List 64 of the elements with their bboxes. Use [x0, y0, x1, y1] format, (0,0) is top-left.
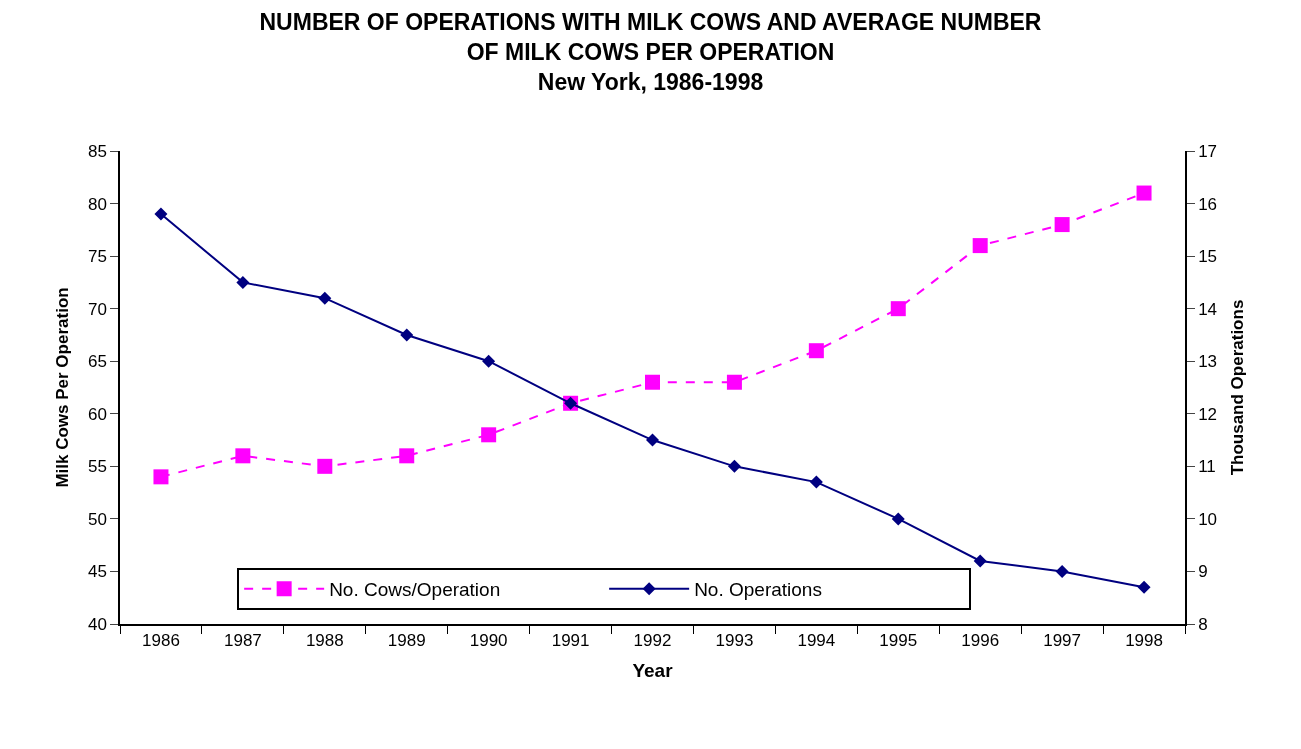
x-tick-label: 1987: [223, 631, 262, 651]
point: [1054, 217, 1070, 233]
point: [482, 354, 496, 368]
x-axis-title: Year: [632, 660, 674, 682]
point: [1137, 580, 1151, 594]
point: [399, 448, 415, 464]
chart-title: NUMBER OF OPERATIONS WITH MILK COWS AND AVERAGE NUMBER OF MILK COWS PER OPERATION: [259, 8, 1042, 65]
y-tick-label: 70: [87, 299, 107, 319]
chart-subtitle: New York, 1986-1998: [537, 68, 764, 95]
y2-tick-label: 10: [1198, 509, 1218, 529]
point: [153, 469, 169, 485]
point: [808, 343, 824, 359]
y-tick-label: 80: [87, 194, 107, 214]
legend-label: No. Cows/Operation: [329, 579, 501, 601]
point: [727, 459, 741, 473]
y2-tick-label: 8: [1198, 614, 1208, 634]
y-tick-label: 55: [87, 457, 107, 477]
point: [481, 427, 497, 443]
x-tick-label: 1986: [142, 631, 180, 651]
point: [317, 458, 333, 474]
y-tick-label: 45: [87, 562, 107, 582]
y-axis-title: Milk Cows Per Operation: [52, 287, 72, 488]
point: [236, 275, 250, 289]
x-tick-label: 1998: [1125, 631, 1163, 651]
y2-tick-label: 9: [1198, 562, 1208, 582]
point: [645, 374, 660, 390]
x-tick-label: 1990: [469, 631, 508, 651]
x-tick-label: 1988: [305, 631, 344, 651]
x-tick-label: 1997: [1043, 631, 1082, 651]
y2-tick-label: 12: [1198, 404, 1218, 424]
y2-tick-label: 15: [1198, 247, 1218, 267]
y-tick-label: 50: [87, 509, 107, 529]
point: [154, 207, 168, 221]
point: [235, 448, 251, 464]
point: [1136, 185, 1152, 201]
point: [726, 374, 742, 390]
point: [891, 512, 905, 526]
point: [809, 475, 823, 489]
y2-axis-title: Thousand Operations: [1227, 299, 1247, 476]
y-tick-label: 75: [87, 247, 107, 267]
point: [646, 433, 659, 447]
y2-tick-label: 11: [1198, 457, 1216, 477]
point: [1055, 564, 1069, 578]
y2-tick-label: 13: [1198, 352, 1218, 372]
point: [972, 238, 988, 254]
x-tick-label: 1996: [961, 631, 1000, 651]
y2-tick-label: 14: [1198, 299, 1218, 319]
y-tick-label: 65: [87, 352, 107, 372]
point: [890, 301, 906, 317]
y2-tick-label: 17: [1198, 141, 1218, 161]
y-tick-label: 40: [87, 614, 107, 634]
x-tick-label: 1989: [387, 631, 426, 651]
x-tick-label: 1991: [551, 631, 590, 651]
y-tick-label: 85: [87, 141, 107, 161]
x-tick-label: 1994: [797, 631, 836, 651]
point: [400, 328, 414, 342]
x-tick-label: 1993: [715, 631, 754, 651]
x-tick-label: 1995: [879, 631, 918, 651]
point: [318, 291, 332, 305]
y2-tick-label: 16: [1198, 194, 1218, 214]
x-tick-label: 1992: [633, 631, 672, 651]
point: [973, 554, 987, 568]
y-tick-label: 60: [87, 404, 107, 424]
legend-label: No. Operations: [694, 579, 822, 601]
